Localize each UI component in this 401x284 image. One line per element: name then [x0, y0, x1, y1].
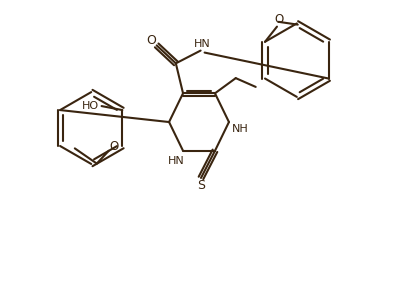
Text: O: O	[273, 13, 282, 26]
Text: O: O	[109, 140, 118, 153]
Text: HO: HO	[82, 101, 99, 111]
Text: O: O	[146, 34, 156, 47]
Text: HN: HN	[193, 39, 210, 49]
Text: NH: NH	[231, 124, 248, 134]
Text: S: S	[196, 179, 205, 192]
Text: HN: HN	[167, 156, 184, 166]
